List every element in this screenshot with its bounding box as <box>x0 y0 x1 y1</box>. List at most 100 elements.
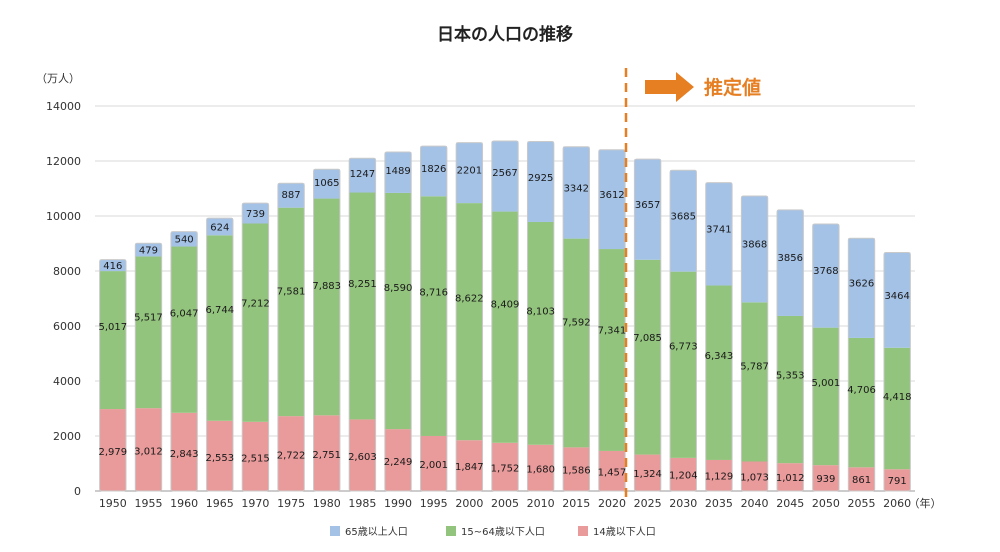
data-label: 8,251 <box>348 279 377 290</box>
bar-segment <box>598 450 626 491</box>
data-label: 8,622 <box>455 293 484 304</box>
x-tick-label: 1950 <box>99 497 127 510</box>
data-label: 7,341 <box>598 325 627 336</box>
bar-segment <box>277 183 305 208</box>
bar-segment <box>456 142 483 204</box>
data-label: 6,343 <box>705 351 734 362</box>
bar-segment <box>99 271 127 410</box>
y-tick-label: 10000 <box>46 210 81 223</box>
data-label: 5,517 <box>134 313 163 324</box>
bar-segment <box>812 465 840 491</box>
data-label: 1826 <box>421 164 446 175</box>
legend-label: 15~64歳以下人口 <box>461 526 545 538</box>
bar-outline <box>669 169 697 492</box>
data-label: 1,847 <box>455 462 484 473</box>
data-label: 1,204 <box>669 471 698 482</box>
legend-swatch <box>578 526 588 536</box>
bar-segment <box>670 170 697 272</box>
bar-segment <box>170 412 198 491</box>
bar-segment <box>491 211 519 443</box>
data-label: 1065 <box>314 178 339 189</box>
bar-outline <box>633 158 662 492</box>
x-axis-unit: （年） <box>909 496 942 510</box>
data-label: 416 <box>103 261 122 272</box>
data-label: 6,773 <box>669 342 698 353</box>
bar-outline <box>134 242 163 492</box>
data-label: 1,680 <box>526 464 555 475</box>
x-tick-label: 2055 <box>848 497 876 510</box>
data-label: 1,457 <box>598 467 627 478</box>
x-tick-label: 1955 <box>134 497 162 510</box>
data-label: 3626 <box>849 279 874 290</box>
y-tick-label: 14000 <box>46 100 81 113</box>
bar-outline <box>420 145 448 492</box>
bars <box>99 140 911 492</box>
bar-segment <box>349 158 376 193</box>
data-label: 7,883 <box>312 281 341 292</box>
bar-outline <box>455 142 484 492</box>
bar-segment <box>99 259 127 272</box>
legend-label: 14歳以下人口 <box>593 526 656 538</box>
data-label: 3768 <box>813 266 838 277</box>
data-label: 7,212 <box>241 298 270 309</box>
data-label: 7,085 <box>633 333 662 344</box>
y-tick-label: 12000 <box>46 155 81 168</box>
bar-segment <box>598 249 626 451</box>
bar-segment <box>277 416 305 491</box>
bar-segment <box>527 141 554 222</box>
bar-segment <box>456 203 483 441</box>
legend-swatch <box>446 526 456 536</box>
bar-segment <box>670 271 697 458</box>
legend-label: 65歳以上人口 <box>345 526 408 538</box>
data-label: 8,409 <box>491 300 520 311</box>
bar-segment <box>741 302 768 462</box>
y-tick-label: 8000 <box>53 265 81 278</box>
data-label: 2201 <box>457 165 482 176</box>
bar-segment <box>670 457 697 491</box>
bar-outline <box>776 209 804 492</box>
bar-segment <box>634 454 661 491</box>
data-label: 2925 <box>528 173 553 184</box>
bar-segment <box>777 315 804 464</box>
data-label: 2,001 <box>419 460 448 471</box>
bar-segment <box>634 259 661 455</box>
bar-segment <box>135 243 162 257</box>
data-label: 3612 <box>599 190 624 201</box>
data-label: 1,586 <box>562 466 591 477</box>
bar-segment <box>420 146 447 197</box>
bar-segment <box>242 223 269 422</box>
data-label: 7,592 <box>562 318 591 329</box>
bar-segment <box>812 224 840 328</box>
bar-outline <box>598 149 626 492</box>
bar-segment <box>777 209 804 316</box>
data-label: 2,553 <box>205 453 234 464</box>
bar-segment <box>563 447 590 491</box>
bar-segment <box>135 256 162 409</box>
y-axis-ticks: 0 2000 4000 6000 8000 10000 12000 14000 <box>46 100 81 498</box>
bar-segment <box>527 444 554 491</box>
data-label: 1,324 <box>633 469 662 480</box>
data-label: 2,751 <box>312 450 341 461</box>
data-label: 7,581 <box>277 287 306 298</box>
x-tick-label: 2045 <box>776 497 804 510</box>
bar-segment <box>812 327 840 466</box>
data-label: 1247 <box>350 169 375 180</box>
data-labels: 2,979 5,017 416 3,012 5,517 479 2,843 6,047 540 2… <box>99 164 912 487</box>
bar-segment <box>170 246 198 413</box>
data-label: 791 <box>888 476 907 487</box>
legend-swatch <box>330 526 340 536</box>
x-tick-label: 1995 <box>420 497 448 510</box>
data-label: 3685 <box>671 211 696 222</box>
bar-segment <box>491 140 519 212</box>
x-tick-label: 1960 <box>170 497 198 510</box>
data-label: 3856 <box>777 253 802 264</box>
x-tick-label: 2005 <box>491 497 519 510</box>
bar-segment <box>277 207 305 417</box>
data-label: 739 <box>246 209 265 220</box>
bar-segment <box>848 337 875 468</box>
bar-segment <box>349 192 376 420</box>
x-axis-ticks: 1950 1955 1960 1965 1970 1975 1980 1985 1990 1995… <box>99 497 911 510</box>
bar-segment <box>99 409 127 491</box>
y-tick-label: 4000 <box>53 375 81 388</box>
